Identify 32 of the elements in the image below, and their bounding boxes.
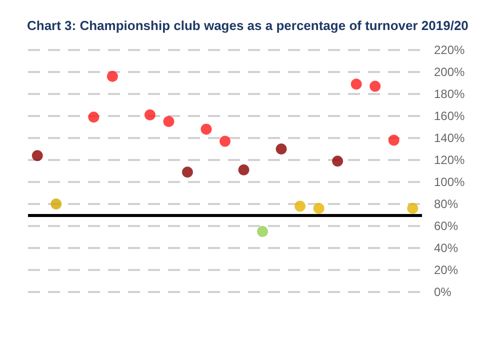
y-tick-label: 160% <box>434 109 466 123</box>
y-tick-label: 100% <box>434 175 466 189</box>
point <box>238 164 250 176</box>
point <box>332 156 344 167</box>
point <box>144 109 156 120</box>
point <box>257 226 268 237</box>
y-tick-label: 120% <box>434 153 466 167</box>
point <box>407 202 418 214</box>
point <box>370 80 381 92</box>
point <box>50 198 62 210</box>
point <box>182 166 193 178</box>
point <box>163 116 174 127</box>
y-tick-label: 0% <box>434 285 452 299</box>
point <box>88 112 100 123</box>
y-tick-label: 200% <box>434 65 466 79</box>
point <box>200 124 212 135</box>
y-tick-label: 20% <box>434 263 458 277</box>
chart-title: Chart 3: Championship club wages as a percentage of turnover 2019/20 <box>27 18 468 33</box>
point <box>220 136 230 147</box>
point <box>276 144 287 154</box>
y-tick-label: 40% <box>434 241 458 255</box>
point <box>388 134 400 146</box>
y-tick-label: 80% <box>434 197 458 211</box>
y-tick-label: 220% <box>434 43 466 57</box>
y-tick-label: 140% <box>434 131 466 145</box>
point <box>313 202 324 214</box>
point <box>32 150 43 162</box>
point <box>106 70 118 82</box>
point <box>294 200 306 212</box>
point <box>350 78 362 90</box>
y-tick-label: 180% <box>434 87 466 101</box>
y-tick-label: 60% <box>434 219 458 233</box>
